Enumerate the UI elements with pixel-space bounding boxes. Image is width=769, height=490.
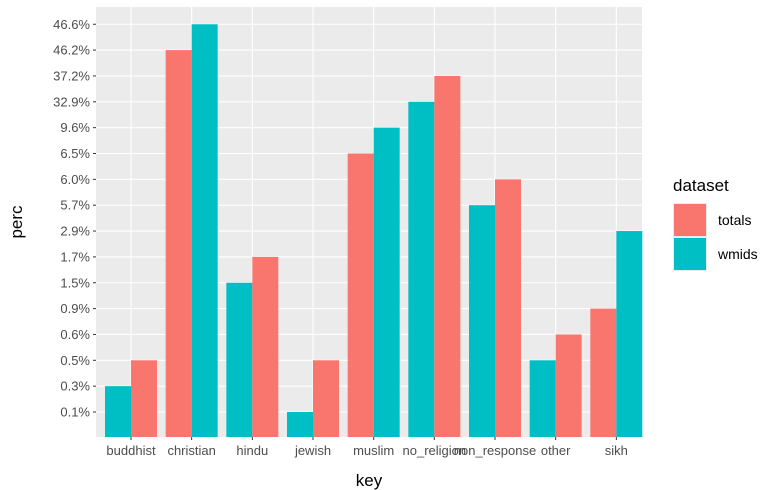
y-tick-label: 32.9% <box>53 94 90 109</box>
bar-totals-no_religion <box>434 75 461 437</box>
x-tick-label: buddhist <box>106 443 156 458</box>
y-axis-ticks: 0.1% 0.3% 0.5% 0.6% 0.9% 1.5% 1.7% 2.9% 5.7% 6.0%… <box>53 17 96 420</box>
bar-totals-buddhist <box>131 360 157 437</box>
bar-totals-other <box>555 334 582 437</box>
y-tick-label: 0.1% <box>60 405 90 420</box>
x-tick-label: muslim <box>353 443 394 458</box>
y-axis-title: perc <box>7 205 26 239</box>
y-tick-label: 0.9% <box>60 301 90 316</box>
bar-totals-sikh <box>590 308 617 437</box>
bar-wmids-jewish <box>287 412 313 437</box>
x-tick-label: jewish <box>294 443 331 458</box>
bar-wmids-sikh <box>616 231 643 437</box>
legend-label-wmids: wmids <box>717 246 758 262</box>
legend-label-totals: totals <box>718 212 751 228</box>
y-tick-label: 6.0% <box>60 172 90 187</box>
y-tick-label: 37.2% <box>53 68 90 83</box>
y-tick-label: 2.9% <box>60 224 90 239</box>
bar-wmids-muslim <box>373 127 400 438</box>
y-tick-label: 0.6% <box>60 327 90 342</box>
x-axis-title: key <box>356 471 383 490</box>
x-axis-ticks: buddhist christian hindu jewish muslim no_rel… <box>106 437 628 458</box>
x-tick-label: non_response <box>454 443 536 458</box>
x-tick-label: no_religion <box>403 443 467 458</box>
y-tick-label: 46.6% <box>53 17 90 32</box>
y-tick-label: 1.5% <box>60 275 90 290</box>
bar-wmids-buddhist <box>105 386 131 437</box>
x-tick-label: hindu <box>236 443 268 458</box>
y-tick-label: 0.3% <box>60 379 90 394</box>
bar-totals-christian <box>165 50 192 437</box>
y-tick-label: 0.5% <box>60 353 90 368</box>
bar-totals-hindu <box>252 256 279 437</box>
bar-wmids-hindu <box>226 282 253 437</box>
x-tick-label: sikh <box>605 443 628 458</box>
y-tick-label: 6.5% <box>60 146 90 161</box>
y-tick-label: 46.2% <box>53 43 90 58</box>
bar-wmids-no_religion <box>408 101 435 438</box>
legend-title: dataset <box>673 176 729 195</box>
bar-totals-muslim <box>347 153 374 437</box>
x-tick-label: christian <box>167 443 215 458</box>
bar-totals-non_response <box>495 179 521 437</box>
legend-swatch-wmids <box>674 238 706 270</box>
bar-wmids-other <box>529 360 556 437</box>
y-tick-label: 5.7% <box>60 198 90 213</box>
bar-wmids-christian <box>191 24 218 437</box>
y-tick-label: 9.6% <box>60 120 90 135</box>
legend-swatch-totals <box>674 204 706 236</box>
bars <box>105 24 643 438</box>
bar-wmids-non_response <box>469 205 495 437</box>
bar-totals-jewish <box>313 360 339 437</box>
legend: dataset totals wmids <box>673 176 758 271</box>
y-tick-label: 1.7% <box>60 249 90 264</box>
x-tick-label: other <box>541 443 571 458</box>
